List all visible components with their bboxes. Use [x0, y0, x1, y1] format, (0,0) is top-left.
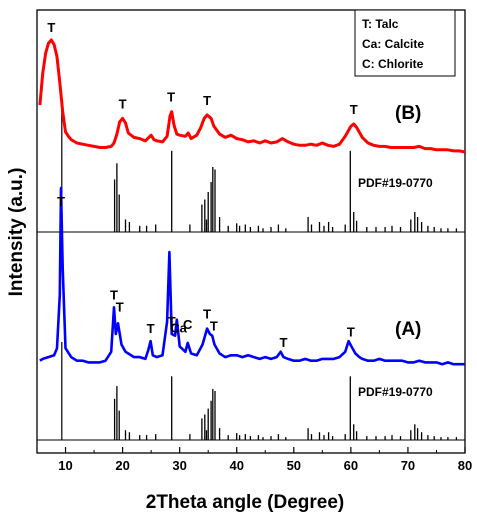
peak-label: T — [203, 93, 211, 108]
peak-label: T — [168, 314, 176, 329]
x-tick-label: 40 — [229, 458, 243, 473]
peak-label: T — [47, 20, 55, 35]
peak-label: T — [210, 319, 218, 334]
peak-label: T — [203, 307, 211, 322]
reference-sticks-b — [61, 107, 458, 232]
x-tick-label: 10 — [58, 458, 72, 473]
peak-label: T — [116, 299, 124, 314]
x-axis-title: 2Theta angle (Degree) — [146, 492, 345, 513]
legend-box — [354, 9, 456, 77]
ref-label-a: PDF#19-0770 — [358, 385, 433, 399]
peak-label: C — [183, 317, 193, 332]
x-tick-label: 80 — [458, 458, 472, 473]
peak-label: T — [110, 287, 118, 302]
legend-entry-talc: T: Talc — [362, 17, 399, 31]
peak-label: T — [280, 335, 288, 350]
curve-label-a: (A) — [395, 319, 421, 340]
reference-sticks-a — [61, 342, 458, 440]
y-axis-title: Intensity (a.u.) — [6, 168, 27, 297]
peak-label: T — [57, 194, 65, 209]
ref-label-b: PDF#19-0770 — [358, 176, 433, 190]
x-tick-label: 60 — [344, 458, 358, 473]
peak-label: T — [167, 90, 175, 105]
curve-label-b: (B) — [395, 103, 421, 124]
x-tick-label: 30 — [172, 458, 186, 473]
peak-label: T — [147, 321, 155, 336]
peak-label: T — [350, 102, 358, 117]
x-tick-label: 70 — [401, 458, 415, 473]
x-tick-label: 20 — [115, 458, 129, 473]
series-a-line — [39, 186, 465, 366]
x-tick-label: 50 — [287, 458, 301, 473]
peak-labels-b: T T T T T — [47, 20, 357, 117]
peak-label: Ca — [170, 320, 187, 335]
legend-entry-calcite: Ca: Calcite — [362, 37, 424, 51]
series-b-line — [38, 38, 466, 154]
legend: T: Talc Ca: Calcite C: Chlorite — [354, 9, 456, 77]
x-axis-ticks: 10 20 30 40 50 60 70 80 — [36, 447, 472, 473]
legend-entry-chlorite: C: Chlorite — [362, 57, 424, 71]
peak-label: T — [119, 96, 127, 111]
peak-label: T — [347, 324, 355, 339]
